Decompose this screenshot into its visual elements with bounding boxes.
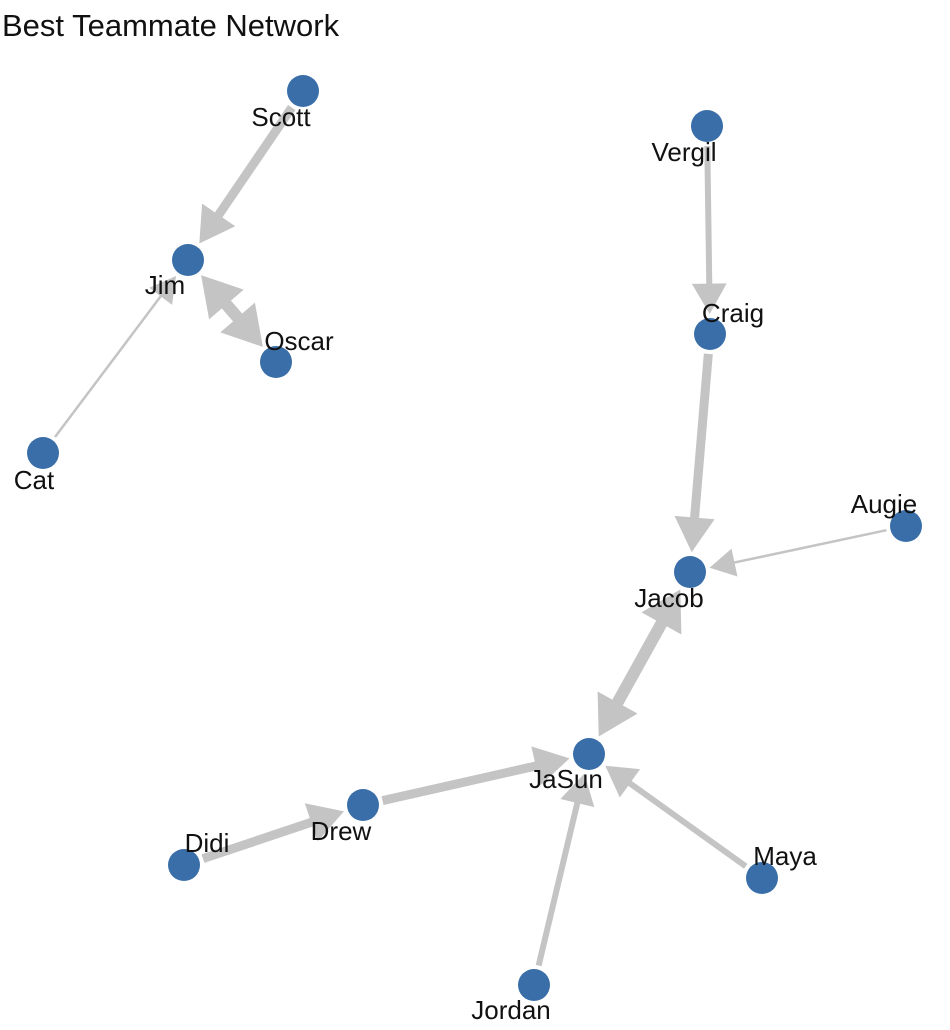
edge-line (211, 105, 296, 224)
node-label-vergil: Vergil (651, 137, 716, 167)
node-jasun (573, 738, 605, 770)
arrowhead (560, 773, 595, 808)
node-scott (287, 75, 319, 107)
node-jacob (674, 556, 706, 588)
edge-augie-jacob (709, 528, 887, 577)
edge-cat-jim (54, 276, 176, 438)
labels-layer: Scott Jim Oscar Cat Vergil Craig Augie Jacob JaS… (14, 102, 917, 1025)
edge-didi-drew (201, 803, 344, 863)
edge-craig-jacob (674, 353, 715, 553)
arrowhead (641, 589, 682, 635)
node-label-jacob: Jacob (634, 583, 703, 613)
edge-jasun-jacob (597, 589, 682, 737)
arrowhead (691, 283, 727, 314)
chart-title: Best Teammate Network (2, 8, 340, 43)
node-label-oscar: Oscar (264, 326, 334, 356)
node-label-augie: Augie (851, 489, 918, 519)
edge-line (729, 528, 887, 565)
edge-jordan-jasun (535, 773, 595, 967)
node-label-scott: Scott (251, 102, 311, 132)
node-label-maya: Maya (753, 841, 817, 871)
arrowhead (304, 803, 344, 842)
node-label-didi: Didi (185, 828, 230, 858)
arrowhead (597, 691, 638, 737)
edge-line (381, 760, 544, 805)
node-cat (27, 437, 59, 469)
node-augie (890, 510, 922, 542)
node-label-cat: Cat (14, 465, 55, 495)
node-craig (694, 318, 726, 350)
edge-drew-jasun (381, 746, 570, 805)
arrowhead (199, 203, 236, 244)
arrowhead (709, 548, 738, 577)
nodes-layer (27, 75, 922, 1001)
arrowhead (674, 515, 715, 553)
node-jordan (518, 969, 550, 1001)
edge-line (201, 815, 320, 863)
node-label-jordan: Jordan (471, 995, 551, 1025)
edge-line (54, 291, 165, 438)
edge-maya-jasun (605, 765, 748, 869)
edge-line (535, 796, 582, 967)
node-didi (168, 849, 200, 881)
node-drew (347, 789, 379, 821)
node-label-jasun: JaSun (529, 764, 603, 794)
arrowhead (605, 765, 641, 798)
arrowhead (201, 275, 244, 320)
edges-layer (54, 105, 887, 967)
edge-line (704, 145, 713, 290)
edge-line (689, 353, 713, 525)
arrowhead (531, 746, 570, 786)
node-label-jim: Jim (145, 270, 185, 300)
node-maya (746, 862, 778, 894)
edge-vergil-craig (691, 145, 727, 314)
arrowhead (220, 302, 263, 347)
node-vergil (691, 110, 723, 142)
node-jim (172, 244, 204, 276)
node-label-drew: Drew (311, 816, 372, 846)
node-label-craig: Craig (702, 298, 764, 328)
edge-line (608, 613, 671, 713)
arrowhead (149, 276, 176, 305)
edge-scott-jim (199, 105, 296, 244)
edge-line (623, 777, 748, 869)
node-oscar (260, 346, 292, 378)
edge-oscar-jim (201, 275, 263, 347)
